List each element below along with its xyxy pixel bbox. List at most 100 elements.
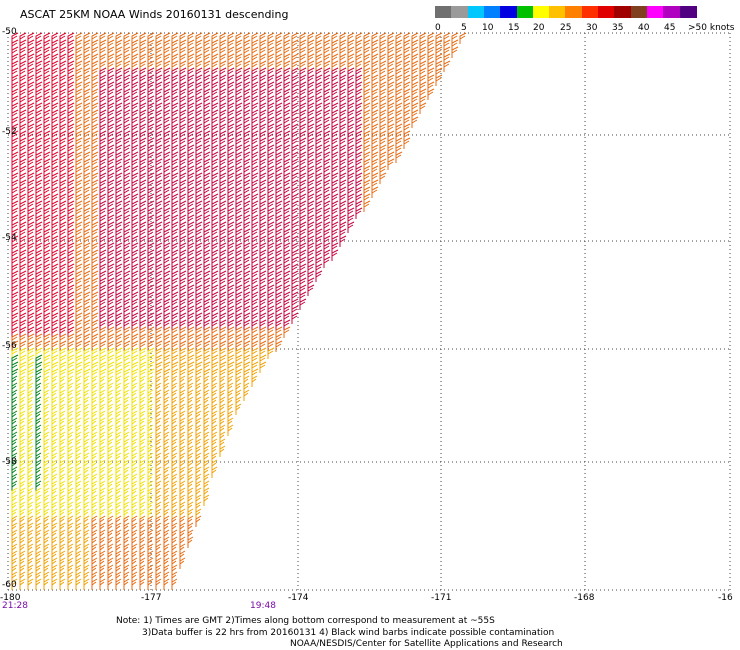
wind-barb	[11, 200, 19, 212]
wind-barb	[243, 60, 251, 72]
wind-barb	[307, 46, 315, 58]
wind-barb	[275, 130, 283, 142]
wind-barb	[59, 144, 67, 156]
wind-barb	[171, 480, 178, 492]
wind-barb	[251, 361, 259, 373]
wind-barb	[139, 242, 147, 254]
wind-barb	[19, 305, 27, 317]
colorbar-label: 30	[586, 23, 598, 33]
wind-barb	[275, 81, 283, 93]
wind-barb	[395, 39, 403, 51]
wind-barb	[107, 165, 115, 177]
wind-barb	[51, 445, 58, 457]
wind-barb	[99, 291, 107, 303]
wind-barb	[43, 424, 50, 436]
wind-barb	[291, 179, 299, 191]
wind-barb	[419, 39, 427, 51]
wind-barb	[251, 179, 259, 191]
wind-barb	[187, 368, 195, 380]
wind-barb	[139, 564, 146, 576]
wind-barb	[235, 81, 243, 93]
wind-barb	[251, 375, 258, 387]
wind-barb	[99, 144, 107, 156]
wind-barb	[91, 375, 98, 387]
wind-barb	[243, 256, 251, 268]
wind-barb	[243, 32, 251, 44]
wind-barb	[19, 403, 26, 415]
wind-barb	[171, 95, 179, 107]
wind-barb	[131, 459, 138, 471]
wind-barb	[35, 466, 42, 478]
wind-barb	[211, 424, 218, 436]
wind-barb	[283, 186, 291, 198]
wind-barb	[339, 95, 347, 107]
wind-barb	[27, 452, 34, 464]
wind-barb	[43, 375, 50, 387]
wind-barb	[235, 60, 243, 72]
wind-barb	[43, 543, 50, 555]
wind-barb	[387, 102, 395, 114]
wind-barb	[203, 298, 211, 310]
wind-barb	[195, 424, 202, 436]
wind-barb	[75, 165, 83, 177]
wind-barb	[259, 305, 267, 317]
wind-barb	[275, 172, 283, 184]
wind-barb	[211, 53, 219, 65]
wind-barb	[67, 312, 75, 324]
wind-barb	[307, 39, 315, 51]
wind-barb	[131, 249, 139, 261]
wind-barb	[59, 361, 67, 373]
wind-barb	[51, 473, 58, 485]
wind-barb	[219, 291, 227, 303]
wind-barb	[387, 88, 395, 100]
wind-barb	[139, 424, 146, 436]
wind-barb	[35, 151, 43, 163]
wind-barb	[283, 67, 291, 79]
wind-barb	[83, 340, 91, 352]
wind-barb	[179, 32, 187, 44]
wind-barb	[67, 354, 75, 366]
wind-barb	[259, 123, 267, 135]
wind-barb	[83, 256, 91, 268]
wind-barb	[203, 95, 211, 107]
wind-barb	[83, 508, 90, 520]
wind-barb	[283, 193, 291, 205]
wind-barb	[139, 410, 146, 422]
wind-barb	[99, 235, 107, 247]
wind-barb	[275, 319, 283, 331]
wind-barb	[339, 60, 347, 72]
wind-barb	[123, 494, 130, 506]
wind-barb	[323, 214, 331, 226]
wind-barb	[51, 116, 59, 128]
wind-barb	[211, 326, 219, 338]
wind-barb	[211, 102, 219, 114]
wind-barb	[419, 74, 427, 86]
wind-barb	[195, 501, 202, 513]
wind-barb	[179, 368, 187, 380]
wind-barb	[395, 32, 403, 44]
wind-barb	[219, 417, 226, 429]
wind-barb	[267, 102, 275, 114]
wind-barb	[187, 263, 195, 275]
wind-barb	[139, 375, 146, 387]
wind-barb	[67, 130, 75, 142]
wind-barb	[43, 515, 50, 527]
wind-barb	[179, 95, 187, 107]
wind-barb	[75, 109, 83, 121]
wind-barb	[35, 354, 43, 366]
wind-barb	[403, 109, 411, 121]
wind-barb	[363, 74, 371, 86]
wind-barb	[99, 242, 107, 254]
wind-barb	[67, 494, 74, 506]
wind-barb	[187, 277, 195, 289]
wind-barb	[291, 228, 299, 240]
wind-barb	[75, 494, 82, 506]
wind-barb	[155, 60, 163, 72]
wind-barb	[203, 319, 211, 331]
wind-barb	[371, 74, 379, 86]
wind-barb	[115, 508, 122, 520]
wind-barb	[235, 95, 243, 107]
wind-barb	[19, 67, 27, 79]
wind-barb	[107, 396, 114, 408]
wind-barb	[339, 235, 347, 247]
